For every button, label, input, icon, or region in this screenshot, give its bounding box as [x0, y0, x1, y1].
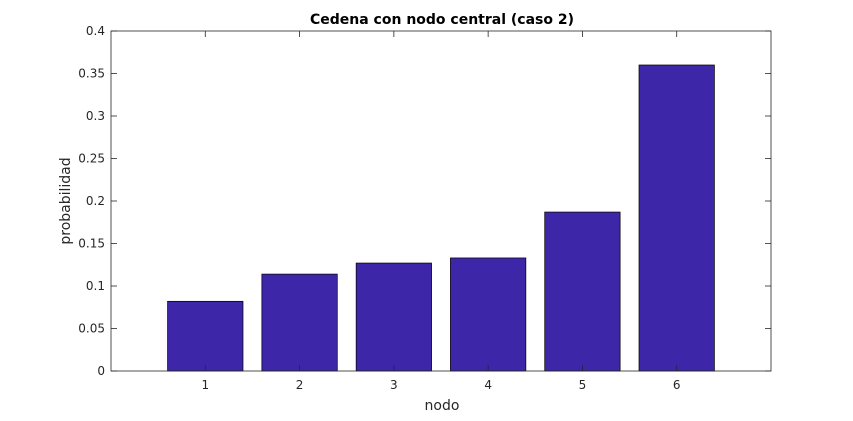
plot-area: 0 0.05 0.1 0.15 0.2 0.25 0.3 0.35 0.4 1 2 3 4 5 6: [78, 24, 772, 392]
y-tick-label: 0.35: [78, 67, 105, 81]
x-tick-label: 4: [484, 378, 492, 392]
bar-4: [450, 257, 527, 372]
x-tick-label: 6: [673, 378, 681, 392]
y-tick-label: 0.05: [78, 322, 105, 336]
y-tick-label: 0.15: [78, 237, 105, 251]
y-tick-label: 0.25: [78, 152, 105, 166]
bar-3: [355, 262, 432, 372]
bar-2: [261, 273, 338, 372]
y-tick-label: 0.2: [86, 194, 105, 208]
bar-6: [638, 64, 715, 372]
y-axis-label: probabilidad: [58, 157, 74, 244]
bar-5: [544, 211, 621, 372]
bar-1: [167, 300, 244, 372]
y-tick-label: 0.4: [86, 24, 105, 38]
chart-title: Cedena con nodo central (caso 2): [310, 12, 574, 28]
x-axis-label: nodo: [425, 398, 460, 414]
y-tick-label: 0.1: [86, 279, 105, 293]
x-tick-label: 2: [296, 378, 304, 392]
y-tick-label: 0: [97, 364, 105, 378]
x-tick-label: 1: [201, 378, 209, 392]
x-tick-label: 5: [579, 378, 587, 392]
x-tick-label: 3: [390, 378, 398, 392]
y-tick-label: 0.3: [86, 109, 105, 123]
